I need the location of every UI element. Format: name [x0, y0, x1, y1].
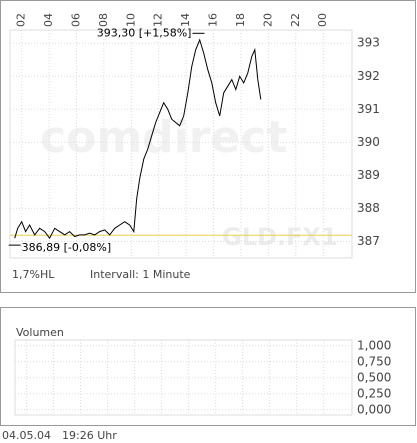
volume-title: Volumen	[16, 326, 64, 339]
x-tick-label: 06	[69, 13, 82, 27]
indicator: 1,7%HL	[12, 268, 55, 281]
y-tick-label: 388	[357, 201, 380, 215]
price-line	[14, 38, 262, 240]
x-tick-label: 00	[316, 13, 329, 27]
x-tick-label: 14	[179, 13, 192, 27]
y-tick-label: 1,000	[357, 338, 391, 352]
y-tick-label: 0,500	[357, 370, 391, 384]
volume-panel	[0, 307, 416, 426]
x-tick-label: 04	[42, 13, 55, 27]
y-tick-label: 0,000	[357, 402, 391, 416]
y-tick-label: 391	[357, 102, 380, 116]
annotation: 386,89 [-0,08%]	[22, 241, 111, 254]
y-tick-label: 387	[357, 234, 380, 248]
y-tick-label: 392	[357, 69, 380, 83]
plot-area	[9, 29, 353, 259]
x-tick-label: 12	[152, 13, 165, 27]
x-tick-label: 20	[261, 13, 274, 27]
y-tick-label: 390	[357, 135, 380, 149]
interval: Intervall: 1 Minute	[90, 268, 191, 281]
price-panel	[0, 0, 416, 293]
x-tick-label: 22	[289, 13, 302, 27]
y-tick-label: 389	[357, 168, 380, 182]
x-tick-label: 10	[124, 13, 137, 27]
y-tick-label: 0,750	[357, 354, 391, 368]
date: 04.05.04	[2, 429, 51, 442]
y-tick-label: 0,250	[357, 386, 391, 400]
x-tick-label: 16	[207, 13, 220, 27]
watermark-brand: comdirect	[40, 112, 287, 163]
x-tick-label: 02	[15, 13, 28, 27]
annotation: 393,30 [+1,58%]	[97, 26, 192, 39]
x-tick-label: 08	[97, 13, 110, 27]
y-tick-label: 393	[357, 36, 380, 50]
x-tick-label: 18	[234, 13, 247, 27]
time: 19:26 Uhr	[62, 429, 117, 442]
watermark-symbol: GLD.FX1	[222, 223, 338, 251]
